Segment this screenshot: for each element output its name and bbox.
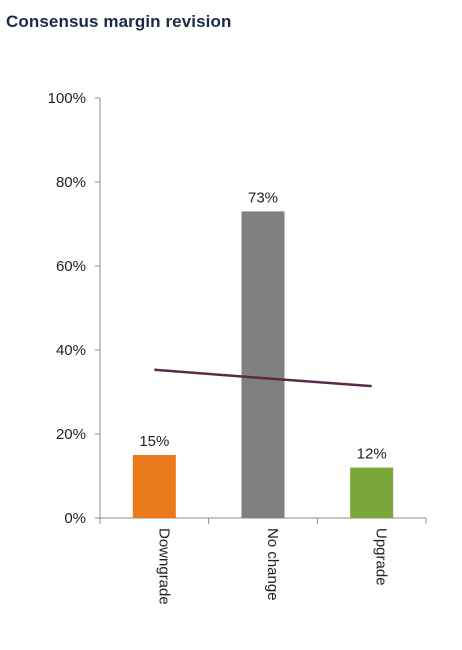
x-category-label: Upgrade bbox=[373, 528, 390, 586]
x-category-label: Downgrade bbox=[155, 528, 172, 605]
chart-trend-line bbox=[154, 368, 372, 388]
bar-no-change bbox=[241, 211, 285, 518]
data-label: 73% bbox=[248, 189, 278, 206]
y-tick-label: 0% bbox=[64, 510, 86, 527]
chart-title: Consensus margin revision bbox=[6, 12, 232, 31]
y-tick-label: 60% bbox=[56, 258, 86, 275]
bar-upgrade bbox=[350, 467, 394, 518]
data-label: 15% bbox=[139, 433, 169, 450]
chart-labels: 0% 20% 40% 60% 80% 100% 15% Downgrade 73% No chan… bbox=[48, 90, 390, 605]
y-tick-label: 100% bbox=[48, 90, 86, 107]
chart-bars bbox=[132, 211, 394, 518]
x-category-label: No change bbox=[264, 528, 281, 601]
y-tick-label: 20% bbox=[56, 426, 86, 443]
y-tick-label: 40% bbox=[56, 342, 86, 359]
data-label: 12% bbox=[357, 446, 387, 463]
y-tick-label: 80% bbox=[56, 174, 86, 191]
bar-downgrade bbox=[132, 455, 176, 518]
trend-line bbox=[154, 368, 372, 388]
